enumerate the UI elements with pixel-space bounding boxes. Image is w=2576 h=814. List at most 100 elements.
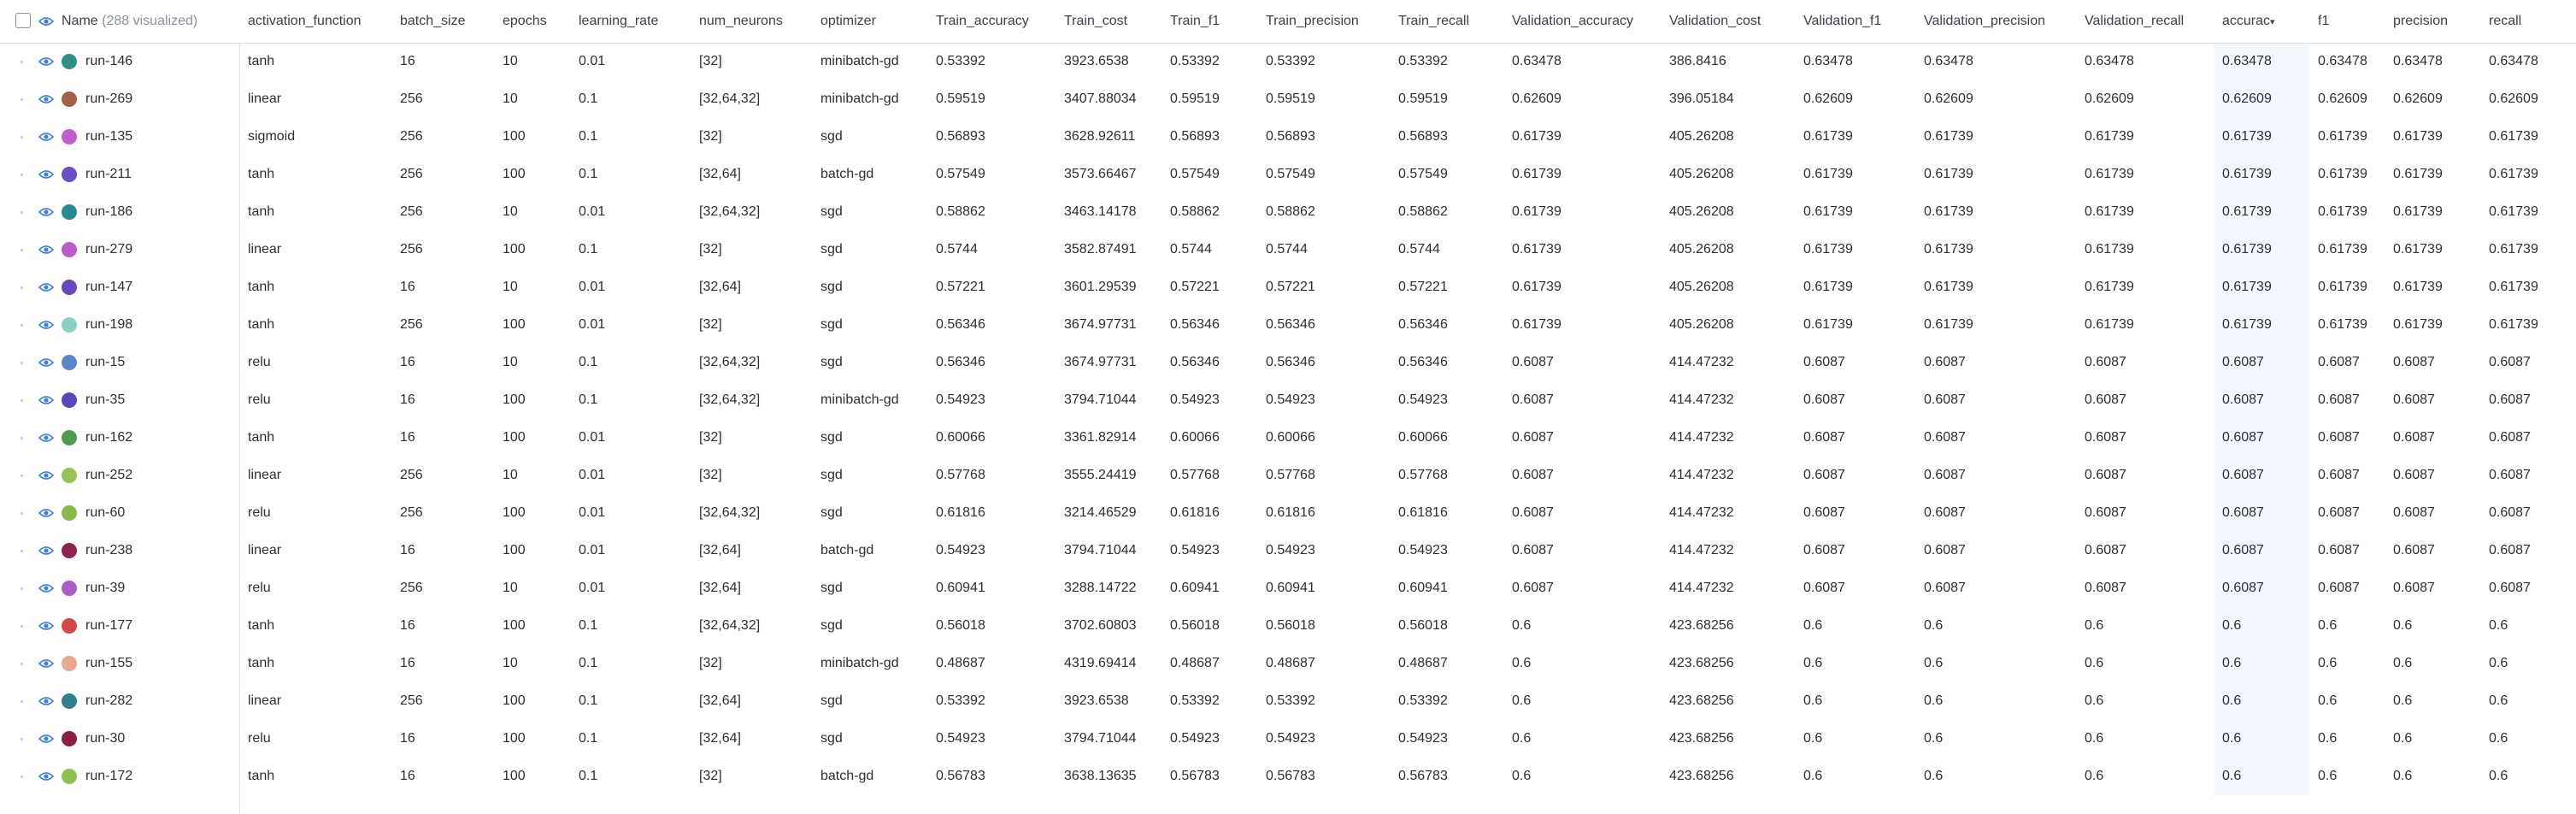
- visibility-eye-icon[interactable]: [38, 207, 54, 217]
- drag-handle-icon[interactable]: [21, 437, 23, 439]
- drag-handle-icon[interactable]: [21, 286, 23, 289]
- run-name-link[interactable]: run-269: [85, 91, 133, 106]
- table-row[interactable]: run-135 sigmoid 256 100 0.1 [32] sgd 0.56893 362…: [0, 118, 2576, 156]
- drag-handle-icon[interactable]: [21, 776, 23, 778]
- visibility-eye-icon[interactable]: [38, 696, 54, 706]
- run-color-swatch[interactable]: [62, 468, 77, 483]
- run-color-swatch[interactable]: [62, 693, 77, 709]
- table-row[interactable]: run-211 tanh 256 100 0.1 [32,64] batch-gd 0.575…: [0, 156, 2576, 193]
- run-name-link[interactable]: run-238: [85, 543, 133, 557]
- column-header-validation-f1[interactable]: Validation_f1: [1803, 13, 1881, 30]
- visibility-eye-icon[interactable]: [38, 508, 54, 518]
- drag-handle-icon[interactable]: [21, 98, 23, 101]
- visibility-eye-icon[interactable]: [38, 282, 54, 292]
- column-header-validation-precision[interactable]: Validation_precision: [1924, 13, 2045, 30]
- column-header-recall[interactable]: recall: [2489, 13, 2521, 30]
- run-color-swatch[interactable]: [62, 505, 77, 521]
- column-header-batch-size[interactable]: batch_size: [400, 13, 466, 30]
- run-name-link[interactable]: run-30: [85, 731, 126, 746]
- drag-handle-icon[interactable]: [21, 475, 23, 477]
- drag-handle-icon[interactable]: [21, 399, 23, 402]
- visibility-eye-icon[interactable]: [38, 621, 54, 631]
- pinned-column-divider[interactable]: [239, 0, 240, 814]
- table-row[interactable]: run-252 linear 256 10 0.01 [32] sgd 0.57768 3555…: [0, 457, 2576, 494]
- column-header-train-precision[interactable]: Train_precision: [1266, 13, 1359, 30]
- visibility-eye-icon[interactable]: [38, 245, 54, 255]
- column-header-optimizer[interactable]: optimizer: [820, 13, 876, 30]
- table-row[interactable]: run-15 relu 16 10 0.1 [32,64,32] sgd 0.56346 367…: [0, 344, 2576, 381]
- run-name-link[interactable]: run-146: [85, 54, 133, 68]
- run-name-link[interactable]: run-172: [85, 769, 133, 783]
- run-color-swatch[interactable]: [62, 355, 77, 370]
- column-header-train-recall[interactable]: Train_recall: [1398, 13, 1469, 30]
- table-row[interactable]: run-30 relu 16 100 0.1 [32,64] sgd 0.54923 3794.…: [0, 720, 2576, 758]
- table-row[interactable]: run-35 relu 16 100 0.1 [32,64,32] minibatch-gd…: [0, 381, 2576, 419]
- run-color-swatch[interactable]: [62, 167, 77, 182]
- visibility-eye-icon[interactable]: [38, 94, 54, 104]
- run-name-link[interactable]: run-35: [85, 392, 126, 407]
- name-column-header[interactable]: Name (288 visualized): [62, 13, 197, 30]
- run-color-swatch[interactable]: [62, 129, 77, 145]
- visibility-eye-icon[interactable]: [38, 470, 54, 481]
- table-row[interactable]: run-155 tanh 16 10 0.1 [32] minibatch-gd 0.4868…: [0, 645, 2576, 682]
- run-name-link[interactable]: run-186: [85, 204, 133, 219]
- run-name-link[interactable]: run-162: [85, 430, 133, 445]
- column-header-epochs[interactable]: epochs: [503, 13, 547, 30]
- run-name-link[interactable]: run-279: [85, 242, 133, 257]
- drag-handle-icon[interactable]: [21, 512, 23, 515]
- drag-handle-icon[interactable]: [21, 663, 23, 665]
- run-name-link[interactable]: run-147: [85, 280, 133, 294]
- visibility-eye-icon[interactable]: [38, 771, 54, 782]
- run-name-link[interactable]: run-282: [85, 693, 133, 708]
- visibility-eye-icon[interactable]: [38, 734, 54, 744]
- table-row[interactable]: run-279 linear 256 100 0.1 [32] sgd 0.5744 3582.…: [0, 231, 2576, 268]
- run-color-swatch[interactable]: [62, 392, 77, 408]
- column-header-num-neurons[interactable]: num_neurons: [699, 13, 783, 30]
- table-row[interactable]: run-186 tanh 256 10 0.01 [32,64,32] sgd 0.58862…: [0, 193, 2576, 231]
- column-header-train-cost[interactable]: Train_cost: [1064, 13, 1127, 30]
- visibility-eye-icon[interactable]: [38, 320, 54, 330]
- drag-handle-icon[interactable]: [21, 174, 23, 176]
- table-row[interactable]: run-198 tanh 256 100 0.01 [32] sgd 0.56346 3674.…: [0, 306, 2576, 344]
- drag-handle-icon[interactable]: [21, 362, 23, 364]
- table-row[interactable]: run-39 relu 256 10 0.01 [32,64] sgd 0.60941 3288…: [0, 569, 2576, 607]
- column-header-validation-recall[interactable]: Validation_recall: [2085, 13, 2184, 30]
- run-name-link[interactable]: run-135: [85, 129, 133, 144]
- run-color-swatch[interactable]: [62, 543, 77, 558]
- run-color-swatch[interactable]: [62, 656, 77, 671]
- table-row[interactable]: run-60 relu 256 100 0.01 [32,64,32] sgd 0.61816…: [0, 494, 2576, 532]
- table-row[interactable]: run-147 tanh 16 10 0.01 [32,64] sgd 0.57221 3601…: [0, 268, 2576, 306]
- run-color-swatch[interactable]: [62, 769, 77, 784]
- visibility-eye-icon[interactable]: [38, 395, 54, 405]
- column-header-learning-rate[interactable]: learning_rate: [579, 13, 658, 30]
- table-row[interactable]: run-177 tanh 16 100 0.1 [32,64,32] sgd 0.56018 3…: [0, 607, 2576, 645]
- visibility-eye-icon[interactable]: [38, 169, 54, 180]
- column-header-activation-function[interactable]: activation_function: [248, 13, 362, 30]
- run-color-swatch[interactable]: [62, 581, 77, 596]
- run-color-swatch[interactable]: [62, 54, 77, 69]
- run-color-swatch[interactable]: [62, 242, 77, 257]
- visibility-eye-icon[interactable]: [38, 546, 54, 556]
- visibility-eye-icon[interactable]: [38, 583, 54, 593]
- drag-handle-icon[interactable]: [21, 625, 23, 628]
- drag-handle-icon[interactable]: [21, 211, 23, 214]
- run-color-swatch[interactable]: [62, 280, 77, 295]
- run-color-swatch[interactable]: [62, 91, 77, 107]
- drag-handle-icon[interactable]: [21, 136, 23, 139]
- visibility-eye-icon[interactable]: [38, 357, 54, 368]
- drag-handle-icon[interactable]: [21, 249, 23, 251]
- visibility-eye-icon[interactable]: [38, 132, 54, 142]
- run-color-swatch[interactable]: [62, 430, 77, 445]
- run-name-link[interactable]: run-211: [85, 167, 132, 181]
- column-header-train-f1[interactable]: Train_f1: [1170, 13, 1220, 30]
- visibility-eye-icon[interactable]: [38, 658, 54, 669]
- column-header-precision[interactable]: precision: [2393, 13, 2448, 30]
- column-header-f1[interactable]: f1: [2318, 13, 2329, 30]
- table-row[interactable]: run-146 tanh 16 10 0.01 [32] minibatch-gd 0.533…: [0, 43, 2576, 80]
- run-name-link[interactable]: run-155: [85, 656, 133, 670]
- run-name-link[interactable]: run-60: [85, 505, 126, 520]
- table-row[interactable]: run-282 linear 256 100 0.1 [32,64] sgd 0.53392 3…: [0, 682, 2576, 720]
- column-header-train-accuracy[interactable]: Train_accuracy: [936, 13, 1029, 30]
- visibility-eye-icon[interactable]: [38, 56, 54, 67]
- run-color-swatch[interactable]: [62, 731, 77, 746]
